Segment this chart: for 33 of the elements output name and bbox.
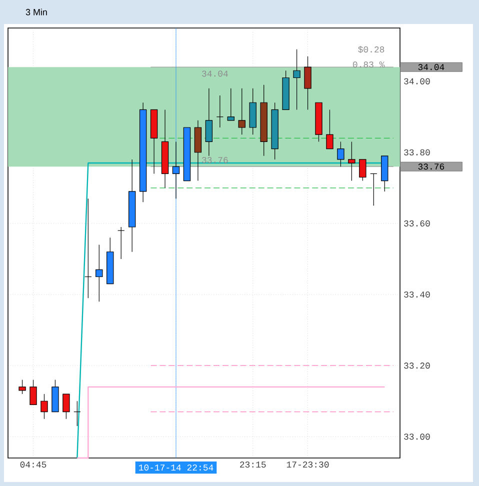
candlestick (118, 226, 125, 260)
candlestick (348, 141, 356, 182)
y-tick-label: 33.80 (404, 149, 430, 156)
candlestick (337, 141, 344, 167)
candlestick (304, 56, 312, 110)
y-tick-label: 33.40 (404, 291, 430, 298)
chart-title: 3 Min (26, 8, 47, 16)
candlestick (30, 380, 37, 405)
y-tick-label: 33.60 (404, 220, 430, 226)
candlestick (40, 394, 48, 420)
annotation: 0.83 % (352, 62, 385, 68)
candlestick (227, 88, 234, 121)
candlestick (205, 88, 213, 156)
ref-line-label: 34.04 (418, 64, 444, 70)
candlestick (172, 141, 180, 199)
candlestick (326, 109, 334, 150)
y-tick-label: 33.20 (404, 362, 430, 369)
annotation: 33.76 (202, 156, 228, 164)
y-tick-label: 34.00 (404, 78, 430, 84)
x-tick-label: 10-17-14 22:54 (138, 464, 214, 471)
candlestick (238, 88, 246, 135)
candlestick (18, 380, 26, 394)
x-tick-label: 23:15 (240, 462, 266, 468)
candlestick (293, 49, 300, 110)
annotation: 34.04 (202, 70, 228, 77)
y-tick-label: 33.00 (404, 434, 430, 440)
annotation: $0.28 (358, 46, 384, 54)
ref-line-label: 33.76 (418, 164, 444, 170)
x-tick-label: 17-23:30 (286, 462, 329, 468)
x-tick-label: 04:45 (20, 462, 46, 468)
candlestick (359, 159, 366, 182)
candlestick (62, 394, 70, 420)
candlestick (96, 244, 103, 302)
